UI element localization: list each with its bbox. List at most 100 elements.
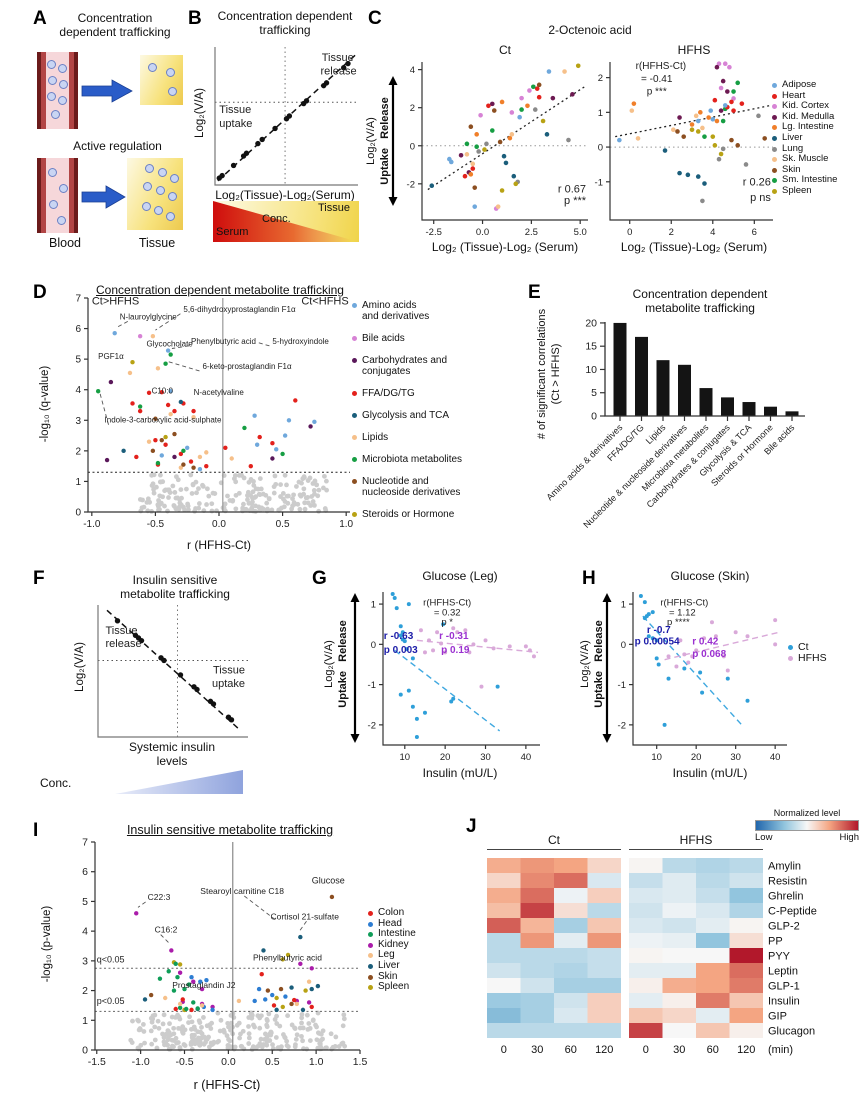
legend-item: Sm. Intestine <box>772 175 837 186</box>
heatmap-row-label: GLP-1 <box>768 981 800 993</box>
legend-label: Lipids <box>362 432 389 443</box>
svg-text:20: 20 <box>585 317 597 329</box>
chart-annotation: Prostaglandin J2 <box>172 980 236 990</box>
chart-annotation: p * <box>441 617 453 628</box>
panel-f-ylabel: Log₂(V/A) <box>74 642 86 692</box>
svg-text:5: 5 <box>75 355 81 366</box>
chart-annotation: p 0.00054 <box>635 636 680 647</box>
svg-text:6: 6 <box>75 324 81 335</box>
svg-text:-0.5: -0.5 <box>147 519 165 530</box>
chart-annotation: p 0.19 <box>441 645 470 656</box>
panel-c-xlabel-left: Log₂ (Tissue)-Log₂ (Serum) <box>431 240 579 254</box>
legend-swatch <box>368 953 373 959</box>
chart-annotation: uptake <box>212 678 245 690</box>
svg-text:2.5: 2.5 <box>525 227 538 238</box>
chart-annotation: p **** <box>667 617 690 628</box>
metabolite-circle <box>48 168 57 177</box>
chart-annotation: 5-hydroxyindole <box>272 337 329 346</box>
arrow-icon <box>81 185 126 209</box>
legend-item: Adipose <box>772 79 837 91</box>
svg-text:40: 40 <box>521 752 532 763</box>
chart-annotation: release <box>320 66 356 78</box>
chart-annotation: r -0.63 <box>384 631 414 642</box>
metabolite-circle <box>166 212 175 221</box>
svg-text:4: 4 <box>82 926 88 938</box>
chart-annotation: 6-keto-prostaglandin F1α <box>202 362 291 371</box>
legend-swatch <box>368 963 373 969</box>
legend-swatch <box>788 656 793 661</box>
colorbar-high-label: High <box>839 832 859 843</box>
panel-d-ylabel: -log₁₀ (q-value) <box>39 365 51 443</box>
svg-text:0.0: 0.0 <box>476 227 489 238</box>
metabolite-circle <box>49 200 58 209</box>
conc-label: Conc. <box>40 776 72 790</box>
heatmap-row-label: C-Peptide <box>768 906 817 918</box>
legend-swatch <box>352 336 357 341</box>
legend-label: Skin <box>378 970 398 982</box>
legend-label: Kidney <box>378 938 409 950</box>
panel-j-hfhs-header: HFHS <box>629 833 763 850</box>
panel-g-title: Glucose (Leg) <box>422 569 498 583</box>
legend-item: FFA/DG/TG <box>352 388 462 399</box>
legend-label: Leg <box>378 949 395 961</box>
legend-swatch <box>352 512 357 517</box>
legend-label: Skin <box>782 163 801 175</box>
chart-annotation: q<0.05 <box>97 954 125 964</box>
insulin-gradient <box>115 770 243 794</box>
legend-swatch <box>352 358 357 363</box>
panel-a-label: A <box>33 8 47 29</box>
panel-g-xlabel: Insulin (mU/L) <box>422 766 498 780</box>
panel-j-label: J <box>466 816 477 837</box>
chart-annotation: C16:2 <box>155 925 178 935</box>
svg-text:0: 0 <box>371 640 376 651</box>
colorbar-title: Normalized level <box>773 808 841 818</box>
chart-annotation: Phenylbutyric acid <box>253 952 322 962</box>
metabolite-circle <box>47 60 56 69</box>
chart-annotation: Tissue <box>213 665 245 677</box>
chart-annotation: Tissue <box>219 104 251 116</box>
chart-annotation: release <box>106 638 142 650</box>
svg-text:3: 3 <box>75 416 81 427</box>
legend-item: HFHS <box>788 653 827 664</box>
svg-text:4: 4 <box>75 385 81 396</box>
legend-label: Kid. Medulla <box>782 110 835 122</box>
svg-text:10: 10 <box>585 364 597 376</box>
panel-d-xlabel: r (HFHS-Ct) <box>187 538 251 552</box>
svg-text:2: 2 <box>82 985 88 997</box>
heatmap-row-label: PP <box>768 936 783 948</box>
heatmap-row-label: Insulin <box>768 996 800 1008</box>
legend-item: Liver <box>368 960 416 972</box>
heatmap-time-label: 60 <box>565 1044 577 1056</box>
legend-item: Kidney <box>368 938 416 951</box>
legend-label: Sm. Intestine <box>782 174 838 186</box>
legend-label: Kid. Cortex <box>782 100 829 112</box>
metabolite-circle <box>145 164 154 173</box>
panel-a-title2: Active regulation <box>73 139 162 153</box>
panel-b-chart: Tissue release Tissue uptake <box>214 47 358 186</box>
vessel-wall <box>69 158 78 233</box>
legend-item: Nucleotide and nucleoside derivatives <box>352 476 462 498</box>
chart-annotation: C10:0 <box>152 386 174 395</box>
panel-f-title: Insulin sensitive metabolite trafficking <box>120 573 230 601</box>
legend-swatch <box>772 178 777 184</box>
legend-label: Spleen <box>782 184 812 196</box>
panel-i-title: Insulin sensitive metabolite trafficking <box>126 823 334 837</box>
metabolite-circle <box>170 174 179 183</box>
chart-annotation: p *** <box>564 195 587 207</box>
metabolite-circle <box>59 184 68 193</box>
panel-i-legend: Colon Head Intestine Kidney Leg Liver Skin Sple… <box>368 907 416 993</box>
svg-text:30: 30 <box>480 752 491 763</box>
legend-item: Carbohydrates and conjugates <box>352 355 462 377</box>
svg-text:6: 6 <box>752 227 757 238</box>
chart-annotation: r 0.67 <box>558 183 586 195</box>
conc-label: Conc. <box>262 213 291 225</box>
svg-text:1: 1 <box>621 600 626 611</box>
tissue-box-diagram <box>140 55 183 105</box>
metabolite-circle <box>156 186 165 195</box>
legend-item: Heart <box>772 90 837 102</box>
panel-h-xlabel: Insulin (mU/L) <box>672 766 748 780</box>
chart-annotation: N-lauroylglycine <box>120 312 177 321</box>
serum-label: Serum <box>216 226 249 238</box>
